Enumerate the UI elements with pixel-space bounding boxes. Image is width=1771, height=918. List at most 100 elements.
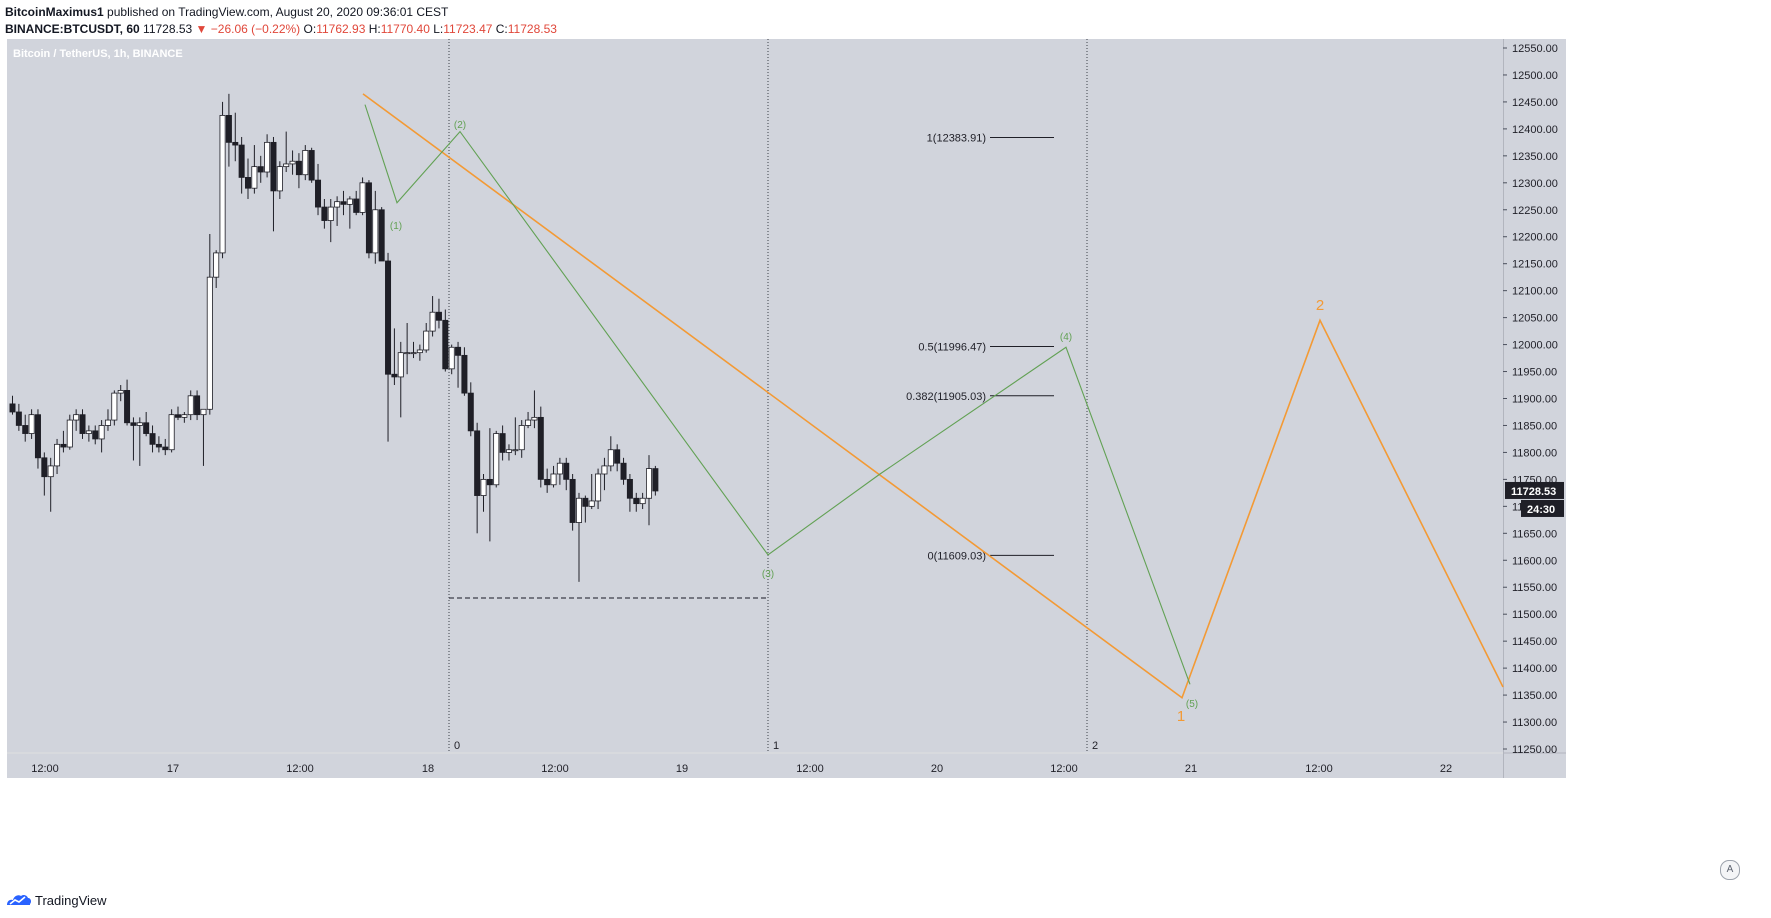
x-tick-label: 17 bbox=[167, 763, 179, 775]
green-wave-label: (2) bbox=[454, 120, 466, 131]
candle bbox=[308, 150, 315, 181]
candle bbox=[245, 177, 252, 189]
candle bbox=[614, 449, 621, 464]
x-tick-label: 18 bbox=[422, 763, 434, 775]
y-tick-label: 12100.00 bbox=[1512, 286, 1558, 298]
y-tick-label: 11500.00 bbox=[1512, 609, 1557, 621]
candle bbox=[633, 497, 640, 505]
candle bbox=[582, 497, 589, 507]
y-tick-label: 12050.00 bbox=[1512, 313, 1558, 325]
candle bbox=[232, 141, 239, 146]
candle bbox=[486, 478, 493, 486]
candle bbox=[257, 166, 264, 173]
candle bbox=[646, 468, 653, 499]
candle bbox=[404, 352, 411, 355]
close-label: C: bbox=[495, 22, 508, 36]
chart-header: BitcoinMaximus1 published on TradingView… bbox=[0, 0, 1771, 44]
plot-area bbox=[7, 39, 1503, 752]
orange-wave-label: 2 bbox=[1316, 297, 1324, 314]
y-tick-label: 11900.00 bbox=[1512, 394, 1557, 406]
open-label: O: bbox=[303, 22, 317, 36]
candle bbox=[15, 411, 22, 426]
candle bbox=[136, 422, 143, 426]
y-tick-label: 12150.00 bbox=[1512, 259, 1558, 271]
symbol-label: BINANCE:BTCUSDT, 60 bbox=[5, 22, 140, 36]
candle bbox=[219, 115, 226, 254]
fib-level-label: 0.382(11905.03) bbox=[906, 391, 986, 403]
y-tick-label: 11600.00 bbox=[1512, 555, 1557, 567]
candle bbox=[544, 478, 551, 486]
candle bbox=[550, 473, 557, 486]
candle bbox=[359, 182, 366, 213]
x-tick-label: 12:00 bbox=[286, 763, 314, 775]
author-name[interactable]: BitcoinMaximus1 bbox=[5, 5, 104, 19]
candle bbox=[372, 209, 379, 254]
candle bbox=[92, 430, 99, 440]
candle bbox=[276, 166, 283, 192]
y-tick-label: 12350.00 bbox=[1512, 151, 1558, 163]
candle bbox=[85, 430, 92, 434]
y-tick-label: 12450.00 bbox=[1512, 97, 1558, 109]
candle bbox=[104, 419, 111, 426]
candle bbox=[448, 346, 455, 370]
close-value: 11728.53 bbox=[507, 22, 557, 36]
candle bbox=[181, 414, 188, 418]
candle bbox=[28, 414, 35, 434]
candle bbox=[455, 346, 462, 356]
candle bbox=[34, 414, 41, 459]
countdown-label: 24:30 bbox=[1527, 504, 1555, 516]
candle bbox=[620, 462, 627, 480]
candle bbox=[416, 349, 423, 354]
vertical-marker-label: 0 bbox=[454, 740, 460, 752]
price-change: −26.06 (−0.22%) bbox=[210, 22, 301, 36]
candle bbox=[601, 465, 608, 475]
candle bbox=[206, 276, 213, 410]
candle bbox=[315, 179, 322, 208]
candle bbox=[397, 352, 404, 378]
candle bbox=[66, 419, 73, 448]
candle bbox=[41, 457, 48, 478]
vertical-marker-label: 1 bbox=[773, 740, 779, 752]
candle bbox=[385, 260, 392, 375]
candle bbox=[321, 206, 328, 221]
candle bbox=[295, 160, 302, 176]
candle bbox=[626, 478, 633, 499]
candle bbox=[435, 311, 442, 321]
y-tick-label: 12200.00 bbox=[1512, 232, 1558, 244]
candle bbox=[98, 425, 105, 440]
x-tick-label: 12:00 bbox=[1305, 763, 1333, 775]
candle bbox=[652, 468, 659, 492]
candle bbox=[111, 392, 118, 421]
x-tick-label: 20 bbox=[931, 763, 943, 775]
candle bbox=[474, 430, 481, 496]
candle bbox=[238, 144, 245, 178]
candle bbox=[525, 419, 532, 426]
price-label-box bbox=[1505, 481, 1564, 499]
candle bbox=[225, 115, 232, 143]
y-tick-label: 12300.00 bbox=[1512, 178, 1558, 190]
candle bbox=[639, 497, 646, 505]
orange-wave-label: 1 bbox=[1177, 708, 1185, 725]
y-tick-label: 12550.00 bbox=[1512, 43, 1558, 55]
orange-wave-line bbox=[362, 93, 1504, 700]
low-label: L: bbox=[433, 22, 444, 36]
high-value: 11770.40 bbox=[380, 22, 430, 36]
candle bbox=[130, 422, 137, 426]
price-axis bbox=[1503, 39, 1566, 778]
candle bbox=[60, 443, 67, 448]
auto-scale-button[interactable]: A bbox=[1720, 860, 1740, 880]
candle bbox=[423, 330, 430, 351]
x-tick-label: 22 bbox=[1440, 763, 1452, 775]
candle bbox=[499, 433, 506, 453]
y-tick-label: 12250.00 bbox=[1512, 205, 1558, 217]
candle bbox=[22, 425, 29, 434]
candle bbox=[251, 166, 258, 189]
candle bbox=[200, 408, 207, 416]
fib-level-label: 0(11609.03) bbox=[927, 550, 986, 562]
y-tick-label: 12000.00 bbox=[1512, 340, 1558, 352]
chart-title: Bitcoin / TetherUS, 1h, BINANCE bbox=[13, 48, 183, 60]
open-value: 11762.93 bbox=[316, 22, 366, 36]
green-wave-label: (4) bbox=[1060, 332, 1072, 343]
candle bbox=[143, 422, 150, 434]
